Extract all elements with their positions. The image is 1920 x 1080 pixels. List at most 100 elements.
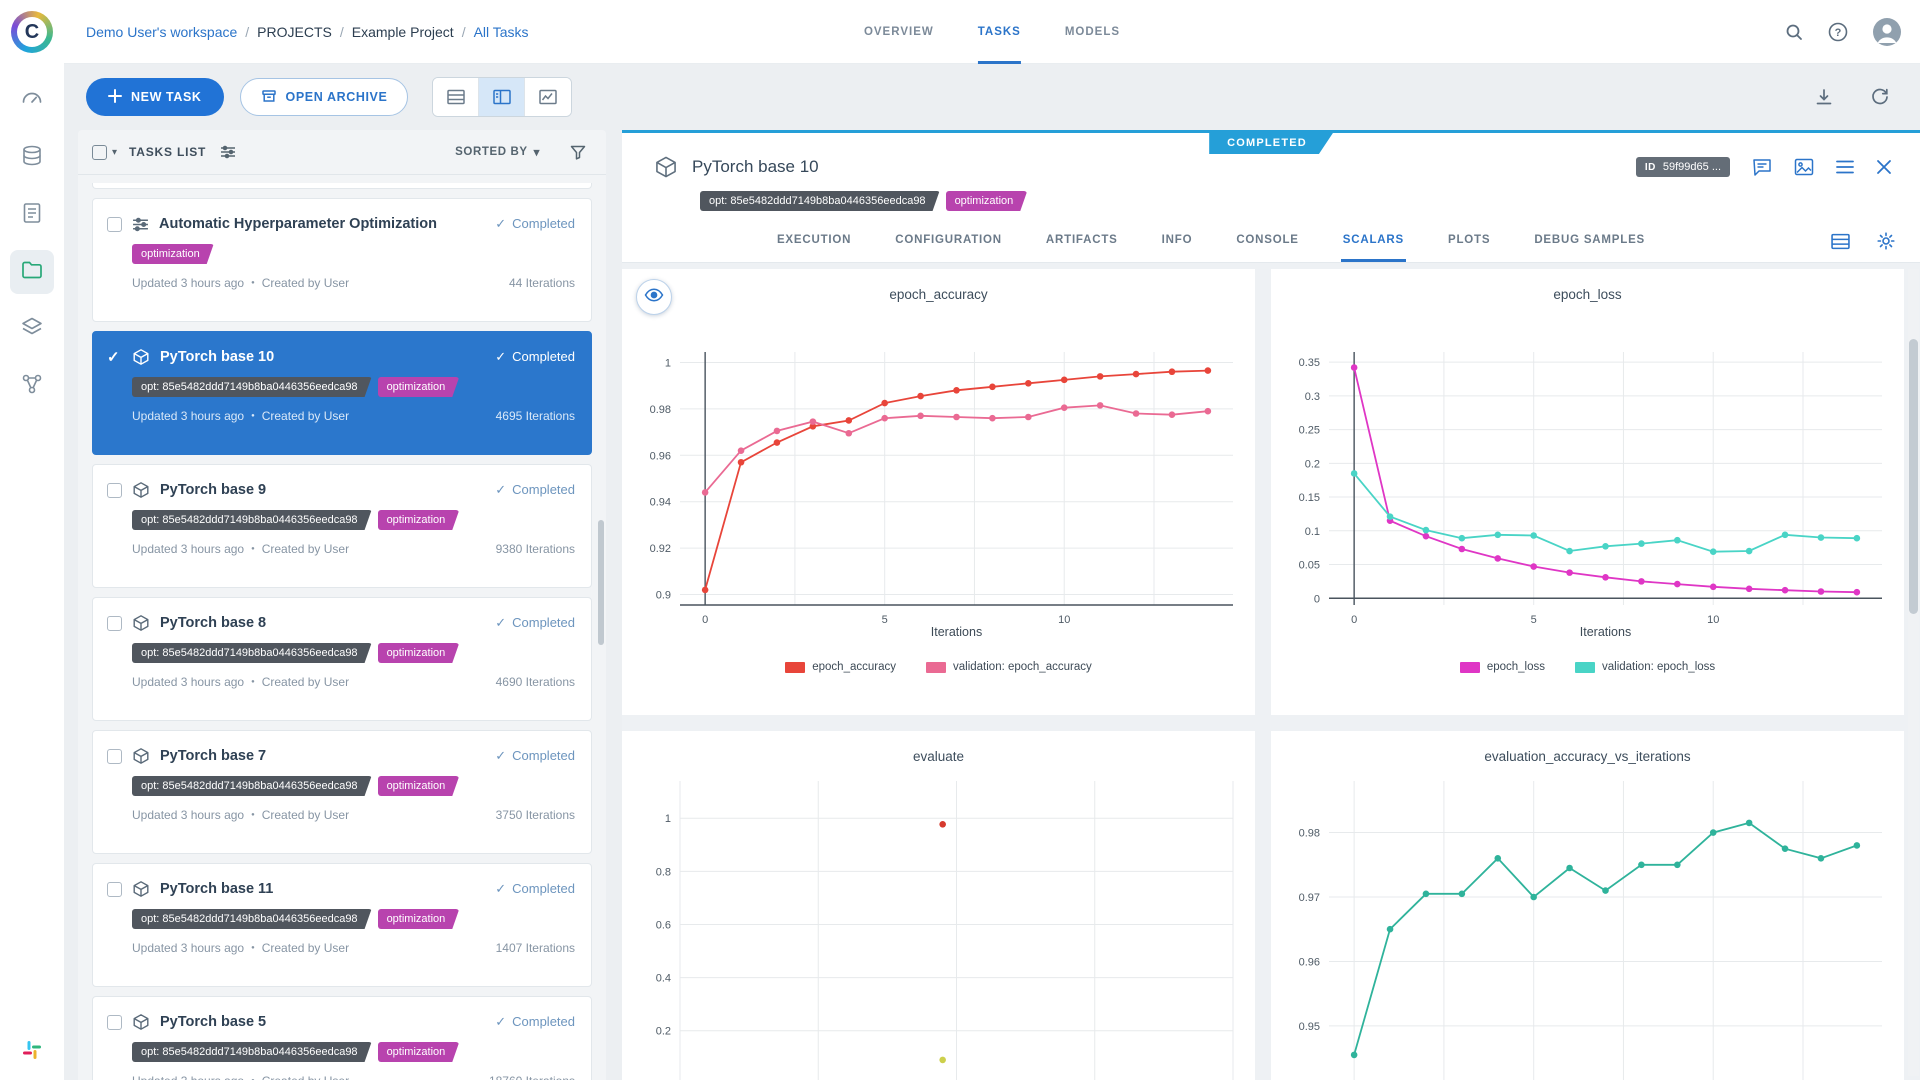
comment-icon[interactable] [1752,158,1772,177]
chart-view-button[interactable] [525,78,571,116]
task-id-chip[interactable]: ID 59f99d65 ... [1636,157,1730,177]
search-icon[interactable] [1784,22,1804,42]
task-checkbox[interactable] [107,749,122,764]
legend-label: epoch_accuracy [812,661,896,673]
detail-tab-console[interactable]: CONSOLE [1234,221,1300,262]
chart-plot-epoch_accuracy[interactable]: 0.90.920.940.960.9810510Iterations [622,307,1255,639]
detail-tab-info[interactable]: INFO [1160,221,1195,262]
detail-tab-debug-samples[interactable]: DEBUG SAMPLES [1532,221,1647,262]
svg-text:1: 1 [665,357,671,369]
detail-tab-plots[interactable]: PLOTS [1446,221,1492,262]
task-card[interactable]: PyTorch base 7 ✓ Completed opt: 85e5482d… [92,730,592,854]
breadcrumb-item[interactable]: Example Project [352,24,454,40]
task-card[interactable]: Automatic Hyperparameter Optimization ✓ … [92,198,592,322]
breadcrumb-item[interactable]: PROJECTS [257,24,332,40]
chart-plot-evaluate[interactable]: 0.20.40.60.81 [622,769,1255,1080]
task-list-scrollbar[interactable] [598,520,604,645]
task-checkbox[interactable] [107,616,122,631]
dashboard-icon [20,87,44,116]
sidebar-item-projects[interactable] [10,250,54,294]
list-settings-icon[interactable] [220,145,236,159]
task-created: Created by User [262,1074,349,1080]
detail-tab-scalars[interactable]: SCALARS [1341,221,1406,262]
task-name[interactable]: PyTorch base 5 [160,1014,266,1030]
task-checkbox[interactable] [107,1015,122,1030]
task-created: Created by User [262,542,349,556]
sidebar-item-workers[interactable] [10,364,54,408]
dot-separator: ● [251,679,255,685]
task-created: Created by User [262,409,349,423]
clearml-logo[interactable]: C [11,11,53,53]
split-view-button[interactable] [479,78,525,116]
task-checkbox[interactable]: ✓ [107,350,122,365]
legend-item[interactable]: validation: epoch_loss [1575,661,1715,673]
new-task-button[interactable]: NEW TASK [86,78,224,116]
task-card[interactable]: ✓ PyTorch base 10 ✓ Completed opt: 85e54… [92,331,592,455]
task-name[interactable]: PyTorch base 8 [160,615,266,631]
chart-plot-evaluation_accuracy_vs_iterations[interactable]: 0.950.960.970.98 [1271,769,1904,1080]
open-archive-button[interactable]: OPEN ARCHIVE [240,78,409,116]
breadcrumb-item[interactable]: All Tasks [474,24,529,40]
task-checkbox[interactable] [107,882,122,897]
task-name[interactable]: PyTorch base 10 [160,349,274,365]
legend-item[interactable]: validation: epoch_accuracy [926,661,1092,673]
detail-tab-configuration[interactable]: CONFIGURATION [893,221,1004,262]
task-status-label: Completed [512,881,575,897]
menu-icon[interactable] [1836,160,1854,174]
task-card[interactable]: PyTorch base 8 ✓ Completed opt: 85e5482d… [92,597,592,721]
task-checkbox[interactable] [107,483,122,498]
download-icon[interactable] [1814,87,1834,107]
sidebar-item-reports[interactable] [10,193,54,237]
detail-tab-execution[interactable]: EXECUTION [775,221,853,262]
svg-text:0.15: 0.15 [1299,492,1320,504]
breadcrumb-item[interactable]: Demo User's workspace [86,24,237,40]
experiment-icon [654,155,678,179]
slack-link[interactable] [21,1039,43,1066]
task-name[interactable]: PyTorch base 9 [160,482,266,498]
task-card[interactable]: PyTorch base 5 ✓ Completed opt: 85e5482d… [92,996,592,1080]
task-card[interactable]: PyTorch base 9 ✓ Completed opt: 85e5482d… [92,464,592,588]
chart-card-epoch_accuracy: epoch_accuracy0.90.920.940.960.9810510It… [622,269,1255,715]
legend-item[interactable]: epoch_accuracy [785,661,896,673]
metrics-table-icon[interactable] [1831,231,1850,251]
svg-text:0: 0 [702,614,708,626]
task-type-icon [132,481,150,499]
close-icon[interactable] [1876,159,1892,175]
open-archive-label: OPEN ARCHIVE [286,90,388,104]
sidebar-item-dashboard[interactable] [10,79,54,123]
task-name[interactable]: PyTorch base 11 [160,881,273,897]
view-toggle-group [432,77,572,117]
legend-label: epoch_loss [1487,661,1545,673]
detail-scrollbar[interactable] [1908,269,1919,1076]
sorted-by-dropdown[interactable]: SORTED BY ▾ [455,145,540,159]
svg-text:Iterations: Iterations [1580,625,1631,639]
task-card[interactable]: PyTorch base 11 ✓ Completed opt: 85e5482… [92,863,592,987]
image-icon[interactable] [1794,158,1814,176]
chart-plot-epoch_loss[interactable]: 00.050.10.150.20.250.30.350510Iterations [1271,307,1904,639]
partial-task-card[interactable] [92,183,592,189]
task-checkbox[interactable] [107,217,122,232]
user-avatar[interactable] [1872,17,1902,47]
top-tab-tasks[interactable]: TASKS [978,0,1021,64]
filter-icon[interactable] [570,145,586,160]
auto-refresh-icon[interactable] [1870,87,1890,107]
task-name[interactable]: PyTorch base 7 [160,748,266,764]
select-all-checkbox[interactable] [92,145,107,160]
detail-tab-artifacts[interactable]: ARTIFACTS [1044,221,1120,262]
hide-metrics-button[interactable] [636,279,672,315]
table-view-button[interactable] [433,78,479,116]
legend-item[interactable]: epoch_loss [1460,661,1545,673]
sidebar-item-datasets[interactable] [10,136,54,180]
detail-scrollbar-thumb[interactable] [1909,339,1918,614]
help-icon[interactable]: ? [1828,22,1848,42]
svg-text:0: 0 [1314,593,1320,605]
dot-separator: ● [251,280,255,286]
top-tab-models[interactable]: MODELS [1065,0,1120,64]
svg-text:0.8: 0.8 [656,866,671,878]
task-name[interactable]: Automatic Hyperparameter Optimization [159,216,437,232]
gear-icon[interactable] [1876,231,1896,251]
select-all-dropdown[interactable]: ▾ [92,145,117,160]
sidebar-item-pipelines[interactable] [10,307,54,351]
top-tab-overview[interactable]: OVERVIEW [864,0,934,64]
reports-icon [20,201,44,230]
